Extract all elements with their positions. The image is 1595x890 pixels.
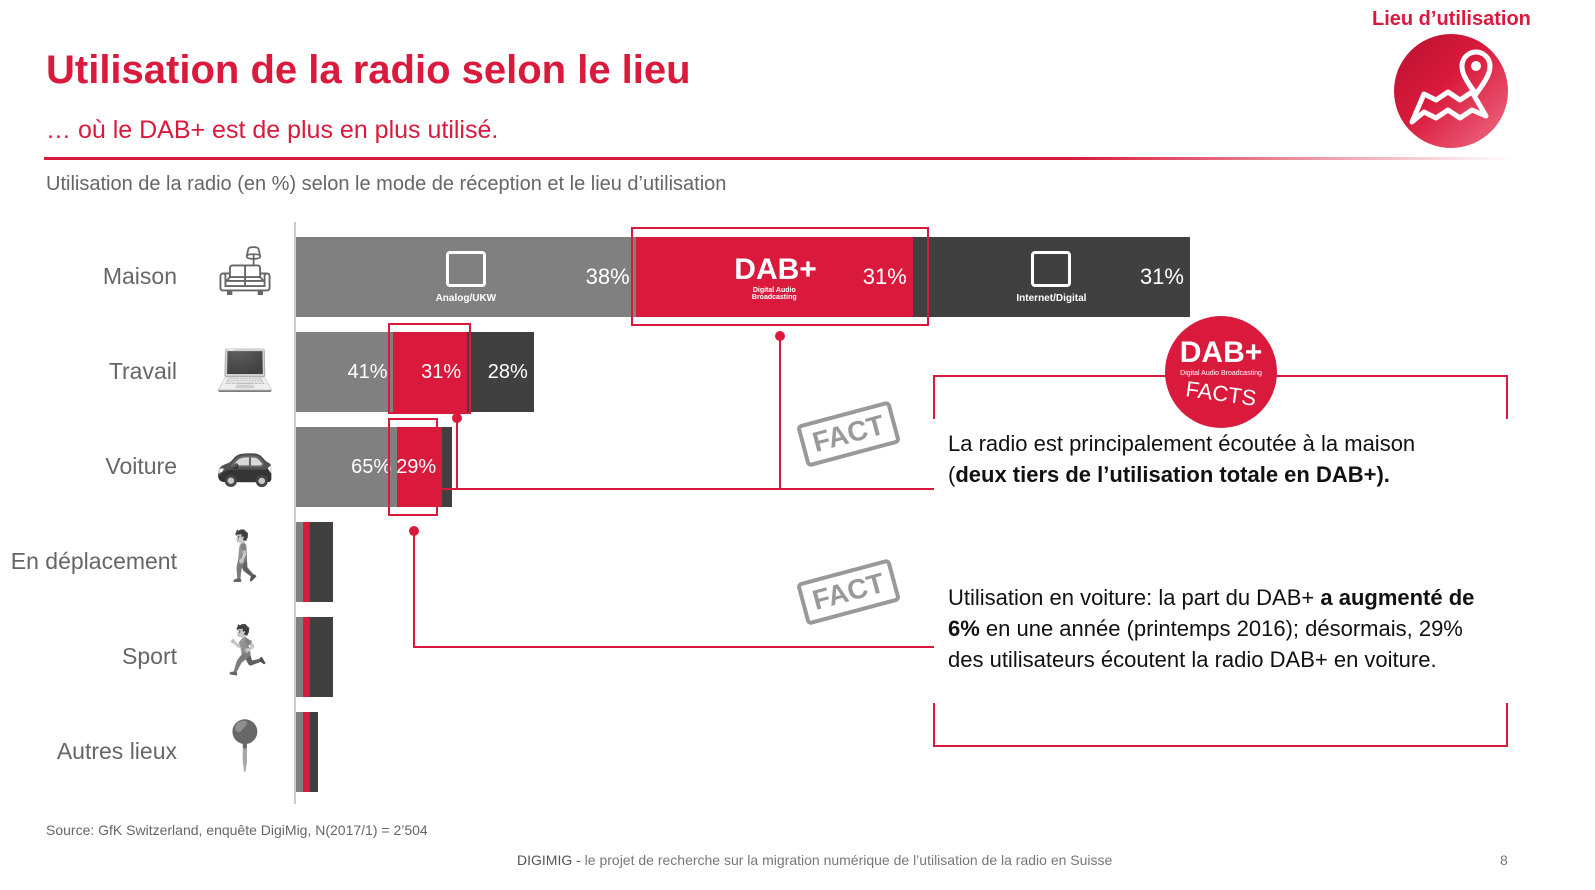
bar-segment-dab- [302,617,310,697]
chart-title: Utilisation de la radio (en %) selon le … [46,173,727,195]
fact-1-text: La radio est principalement écoutée à la… [948,431,1416,487]
walking-icon: 🚶 [215,530,275,583]
maison-dab-highlight [631,227,929,326]
page-number: 8 [1500,852,1508,868]
dab-logo-sub: Digital Audio Broadcasting [1180,370,1262,377]
radio-icon [445,251,486,287]
data-label: 38% [585,264,630,289]
dab-logo: DAB+ [1179,336,1263,369]
treadmill-icon: 🏃 [215,625,275,678]
category-label: Voiture [105,453,177,479]
fact-2-bold: a augmenté de 6% [948,585,1475,641]
section-label: Lieu d’utilisation [1372,8,1531,30]
bar-segment-analog-ukw [296,712,304,792]
connector-line [410,488,934,490]
data-label: 31% [862,264,907,289]
bar-segment-internet-digital: 28% [467,332,534,412]
legend-label: Internet/Digital [1016,293,1087,304]
data-label: 65% [351,455,392,478]
data-label: 31% [1139,264,1184,289]
page-subtitle: … où le DAB+ est de plus en plus utilisé… [46,116,499,144]
category-label: Autres lieux [56,738,177,764]
bar-segment-dab-: 31% [635,237,913,317]
footer-brand: DIGIMIG - [517,852,581,868]
data-label: 41% [347,360,388,383]
bar-segment-internet-digital [309,617,333,697]
footer-text: le projet de recherche sur la migration … [580,852,1113,868]
legend-label: Digital Audio Broadcasting [751,287,797,301]
dab-logo: DAB+ [734,253,817,286]
bar-segment-internet-digital [310,712,319,792]
category-label: En déplacement [10,548,177,574]
data-label: 29% [396,455,437,478]
fact-2-text-end: en une année (printemps 2016); désormais… [948,616,1463,672]
car-icon: 🚗 [215,435,275,488]
fact-2-text: Utilisation en voiture: la part du DAB+ [948,585,1321,610]
facts-box-bottom [933,703,1508,747]
bar-segment-dab- [302,522,310,602]
map-pin-icon [1394,34,1508,148]
category-axis [294,222,296,804]
connector-line [413,531,415,648]
fact-stamp: FACT [795,400,902,468]
bar-segment-dab- [303,712,311,792]
sofa-icon: 🛋 [214,245,276,298]
source-note: Source: GfK Switzerland, enquête DigiMig… [46,822,428,838]
fact-2: Utilisation en voiture: la part du DAB+ … [948,582,1488,675]
bar-segment-internet-digital [442,427,452,507]
fact-1-bold: deux tiers de l’utilisation totale en DA… [955,462,1390,487]
bar-segment-analog-ukw: 65% [296,427,398,507]
desk-worker-icon: 💻 [215,340,275,393]
bar-segment-analog-ukw: 41% [296,332,394,412]
connector-line [456,418,458,489]
fact-stamp: FACT [795,558,902,626]
location-pin-icon: 📍 [215,720,275,773]
legend-label: Analog/UKW [435,293,497,304]
category-label: Sport [122,643,177,669]
bar-segment-dab-: 29% [396,427,443,507]
data-label: 31% [421,360,462,383]
title-divider [44,157,1514,160]
voiture-dab-highlight [388,418,438,516]
data-label: 28% [487,360,528,383]
bar-segment-analog-ukw: 38% [296,237,636,317]
bar-segment-analog-ukw [296,617,303,697]
bar-segment-analog-ukw [296,522,303,602]
page-title: Utilisation de la radio selon le lieu [46,48,691,92]
travail-dab-highlight [388,323,471,414]
connector-line [413,646,934,648]
computer-icon [1031,251,1072,287]
fact-1: La radio est principalement écoutée à la… [948,428,1478,490]
category-label: Travail [108,358,177,384]
category-label: Maison [102,263,177,289]
dab-facts-badge: DAB+ Digital Audio Broadcasting FACTS [1165,316,1277,428]
footer: DIGIMIG - le projet de recherche sur la … [517,852,1112,868]
bar-segment-internet-digital: 31% [912,237,1190,317]
bar-segment-dab-: 31% [393,332,468,412]
facts-label: FACTS [1184,376,1258,411]
connector-line [779,336,781,489]
bar-segment-internet-digital [309,522,333,602]
